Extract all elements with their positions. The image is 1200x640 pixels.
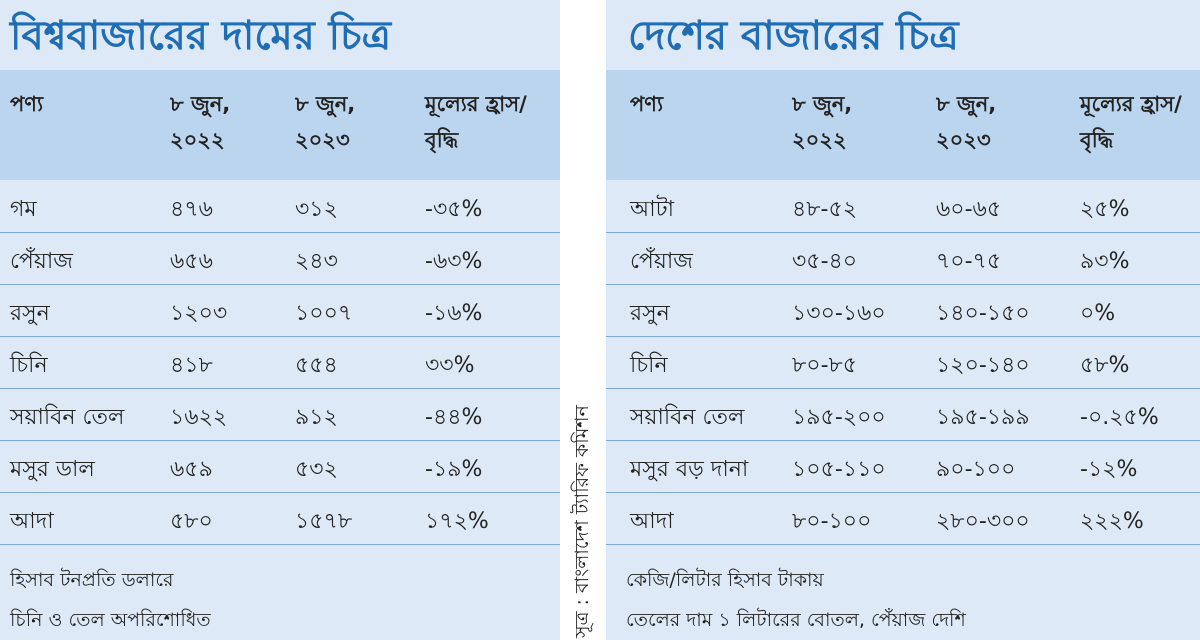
row-divider [0, 492, 560, 493]
table-cell: ৫৮% [1080, 353, 1130, 378]
row-divider [0, 232, 560, 233]
table-cell: মসুর বড় দানা [630, 457, 749, 482]
footnote: হিসাব টনপ্রতি ডলারে [10, 569, 174, 591]
table-cell: -১৬% [425, 301, 483, 326]
table-cell: -১৯% [425, 457, 483, 482]
table-cell: চিনি [10, 353, 48, 378]
table-cell: রসুন [10, 301, 50, 326]
table-cell: সয়াবিন তেল [10, 405, 125, 430]
column-header: মূল্যের হ্রাস/বৃদ্ধি [425, 92, 527, 152]
table-cell: ১৬২২ [170, 405, 228, 430]
table-cell: রসুন [630, 301, 670, 326]
header-band [0, 70, 560, 180]
table-cell: ১৭২% [425, 509, 489, 534]
row-divider [0, 336, 560, 337]
column-header: পণ্য [630, 92, 664, 116]
table-cell: ১৫৭৮ [295, 509, 353, 534]
row-divider [0, 388, 560, 389]
row-divider [606, 388, 1200, 389]
source-note: সূত্র : বাংলাদেশ ট্যারিফ কমিশন [571, 405, 593, 638]
table-cell: ৩৩% [425, 353, 475, 378]
panel-title: বিশ্ববাজারের দামের চিত্র [10, 13, 392, 59]
table-cell: সয়াবিন তেল [630, 405, 745, 430]
table-cell: ৬৫৯ [170, 457, 213, 482]
table-cell: ১০০৭ [295, 301, 353, 326]
table-cell: ১৪০-১৫০ [936, 301, 1030, 326]
table-cell: আটা [630, 197, 675, 222]
table-cell: ৪৮-৫২ [792, 197, 858, 222]
table-cell: ৯০-১০০ [936, 457, 1016, 482]
panel-title: দেশের বাজারের চিত্র [628, 13, 959, 59]
table-cell: ৮০-১০০ [792, 509, 872, 534]
table-cell: -০.২৫% [1080, 405, 1159, 430]
column-header: পণ্য [10, 92, 44, 116]
table-cell: ১২০৩ [170, 301, 228, 326]
row-divider [606, 336, 1200, 337]
table-cell: ২৮০-৩০০ [936, 509, 1030, 534]
table-cell: ১৯৫-১৯৯ [936, 405, 1030, 430]
column-header: মূল্যের হ্রাস/বৃদ্ধি [1080, 92, 1182, 152]
world-panel: বিশ্ববাজারের দামের চিত্র পণ্য ৮ জুন, ২০২২… [0, 0, 560, 640]
footnote: চিনি ও তেল অপরিশোধিত [10, 609, 211, 631]
table-cell: ৭০-৭৫ [936, 249, 1002, 274]
table-cell: ৩১২ [295, 197, 338, 222]
row-divider [606, 232, 1200, 233]
column-header: ৮ জুন, ২০২২ [792, 92, 853, 152]
table-cell: -৪৪% [425, 405, 483, 430]
table-cell: আদা [10, 509, 54, 534]
row-divider [606, 544, 1200, 545]
table-cell: ৮০-৮৫ [792, 353, 858, 378]
table-cell: ৩৫-৪০ [792, 249, 858, 274]
table-cell: চিনি [630, 353, 668, 378]
row-divider [606, 492, 1200, 493]
table-cell: ১৯৫-২০০ [792, 405, 886, 430]
table-cell: ৪১৮ [170, 353, 213, 378]
table-cell: ২২২% [1080, 509, 1144, 534]
footnote: তেলের দাম ১ লিটারের বোতল, পেঁয়াজ দেশি [626, 609, 966, 631]
table-cell: ৯১২ [295, 405, 338, 430]
table-cell: ০% [1080, 301, 1116, 326]
column-header: ৮ জুন, ২০২৩ [936, 92, 997, 152]
table-cell: গম [10, 197, 37, 222]
row-divider [0, 440, 560, 441]
footnote: কেজি/লিটার হিসাব টাকায় [626, 569, 824, 591]
table-cell: ৫৩২ [295, 457, 338, 482]
header-band [606, 70, 1200, 180]
table-cell: ৫৫৪ [295, 353, 338, 378]
row-divider [0, 544, 560, 545]
table-cell: -১২% [1080, 457, 1138, 482]
local-panel: দেশের বাজারের চিত্র পণ্য ৮ জুন, ২০২২ ৮ জুন… [606, 0, 1200, 640]
table-cell: ৪৭৬ [170, 197, 213, 222]
table-cell: ৯৩% [1080, 249, 1130, 274]
table-cell: ১৩০-১৬০ [792, 301, 886, 326]
table-cell: -৩৫% [425, 197, 483, 222]
table-cell: পেঁয়াজ [630, 249, 693, 274]
table-cell: ১২০-১৪০ [936, 353, 1030, 378]
table-cell: ৬০-৬৫ [936, 197, 1002, 222]
table-cell: ১০৫-১১০ [792, 457, 886, 482]
row-divider [606, 284, 1200, 285]
table-cell: পেঁয়াজ [10, 249, 73, 274]
table-cell: ২৫% [1080, 197, 1130, 222]
row-divider [606, 440, 1200, 441]
table-cell: -৬৩% [425, 249, 483, 274]
row-divider [0, 284, 560, 285]
column-header: ৮ জুন, ২০২৩ [295, 92, 356, 152]
table-cell: মসুর ডাল [10, 457, 95, 482]
table-cell: ৫৮০ [170, 509, 213, 534]
table-cell: ২৪৩ [295, 249, 338, 274]
column-header: ৮ জুন, ২০২২ [170, 92, 231, 152]
table-cell: আদা [630, 509, 674, 534]
table-cell: ৬৫৬ [170, 249, 213, 274]
